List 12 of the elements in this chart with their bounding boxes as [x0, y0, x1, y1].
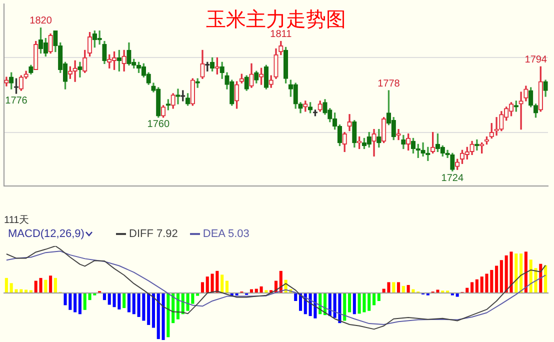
text: 111天	[4, 214, 30, 226]
legend-label: DEA 5.03	[202, 228, 250, 240]
annotation: 1811	[270, 29, 292, 40]
chart-title: 玉米主力走势图	[206, 8, 346, 31]
annotation: 1794	[524, 54, 548, 66]
legend-label: DIFF 7.92	[129, 228, 178, 240]
annotation: 1760	[147, 119, 170, 130]
annotation: 1820	[30, 16, 52, 27]
annotation: 1724	[441, 172, 464, 184]
chart-title: MACD(12,26,9)	[8, 228, 84, 240]
annotation: 1778	[378, 78, 400, 90]
annotation: 1776	[5, 95, 28, 106]
